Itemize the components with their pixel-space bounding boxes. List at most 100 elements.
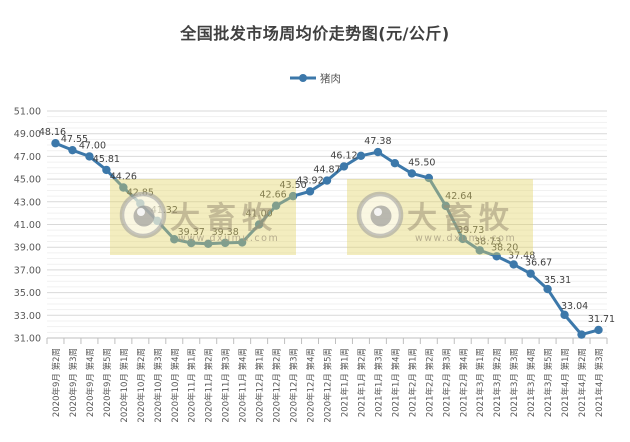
data-point-label: 47.38: [364, 136, 391, 147]
x-axis-label: 2020年9月 第5周: [102, 348, 113, 417]
x-axis-label: 2021年3月 第2周: [492, 348, 503, 417]
watermark-url-text: www.dxumu.com: [178, 233, 279, 244]
data-point[interactable]: [119, 183, 128, 192]
x-axis-label: 2021年2月 第4周: [458, 348, 469, 417]
y-axis-label: 45.00: [14, 175, 41, 186]
data-point-label: 35.31: [544, 275, 571, 286]
data-point-label: 41.00: [246, 209, 273, 220]
data-point[interactable]: [390, 159, 400, 168]
data-point-label: 44.87: [313, 165, 340, 176]
x-axis-label: 2020年12月 第5周: [323, 348, 334, 423]
data-point[interactable]: [187, 238, 196, 248]
watermark-logo-pupil-icon: [133, 205, 155, 227]
y-axis-label: 39.00: [14, 243, 41, 254]
data-point[interactable]: [475, 246, 484, 255]
x-axis-label: 2021年2月 第3周: [441, 348, 452, 417]
data-point[interactable]: [204, 239, 213, 248]
data-point[interactable]: [543, 284, 552, 294]
data-point[interactable]: [68, 145, 77, 155]
x-axis-label: 2020年12月 第3周: [289, 348, 300, 423]
watermark-logo-highlight-icon: [374, 208, 382, 216]
x-axis-label: 2020年12月 第1周: [255, 348, 266, 423]
data-point[interactable]: [305, 187, 315, 196]
y-axis-label: 35.00: [14, 288, 41, 299]
x-axis-label: 2021年1月 第1周: [339, 348, 350, 417]
data-point-label: 38.20: [491, 242, 518, 253]
y-axis-label: 43.00: [14, 197, 41, 208]
data-point[interactable]: [85, 152, 94, 161]
x-axis-label: 2021年1月 第3周: [373, 348, 384, 417]
x-axis-label: 2021年3月 第5周: [543, 348, 554, 417]
x-axis-label: 2020年12月 第2周: [272, 348, 283, 423]
data-point-label: 33.04: [561, 301, 588, 312]
data-point[interactable]: [339, 162, 349, 171]
x-axis-label: 2020年10月 第1周: [119, 348, 130, 423]
data-point-label: 43.50: [279, 180, 306, 191]
data-point-label: 42.64: [445, 191, 472, 202]
watermark-logo-pupil-icon: [370, 205, 392, 227]
legend[interactable]: 猪肉: [0, 71, 630, 85]
x-axis-label: 2021年2月 第1周: [407, 348, 418, 417]
y-axis-label: 49.00: [14, 129, 41, 140]
watermark-brand-text: 大畜牧: [407, 201, 515, 236]
data-point-label: 44.26: [110, 171, 137, 182]
data-point[interactable]: [594, 325, 603, 335]
data-point-label: 36.67: [525, 258, 552, 269]
x-axis-label: 2020年12月 第4周: [306, 348, 317, 423]
data-point-label: 39.73: [457, 225, 484, 236]
data-point-label: 43.92: [296, 175, 323, 186]
data-point[interactable]: [51, 139, 60, 148]
data-point-label: 45.81: [93, 154, 120, 165]
data-point[interactable]: [170, 235, 179, 244]
data-point-label: 42.66: [259, 190, 286, 201]
data-point[interactable]: [577, 330, 586, 339]
y-axis-label: 51.00: [14, 107, 41, 118]
x-axis-label: 2021年4月 第2周: [577, 348, 588, 417]
data-point[interactable]: [492, 252, 501, 261]
data-point-label: 47.00: [79, 140, 106, 151]
data-point[interactable]: [441, 201, 450, 211]
legend-line-marker-icon: [290, 74, 316, 82]
y-axis-label: 33.00: [14, 311, 41, 322]
data-point-label: 45.50: [408, 157, 435, 168]
data-point[interactable]: [560, 310, 569, 320]
data-point[interactable]: [373, 147, 383, 157]
y-axis-label: 47.00: [14, 152, 41, 163]
data-point-label: 48.16: [39, 127, 66, 138]
x-axis-label: 2020年11月 第2周: [204, 348, 215, 423]
data-point-label: 47.55: [61, 134, 88, 145]
data-point[interactable]: [407, 169, 417, 178]
data-point-label: 31.71: [588, 314, 615, 325]
x-axis-label: 2021年3月 第3周: [509, 348, 520, 417]
data-point-label: 37.48: [508, 250, 535, 261]
y-axis-label: 41.00: [14, 220, 41, 231]
data-point-label: 46.12: [330, 150, 357, 161]
data-point-label: 39.38: [212, 227, 239, 238]
watermark-logo-highlight-icon: [137, 208, 145, 216]
x-axis-label: 2021年1月 第2周: [356, 348, 367, 417]
x-axis-label: 2020年9月 第4周: [85, 348, 96, 417]
legend-label: 猪肉: [320, 72, 341, 85]
data-point[interactable]: [322, 176, 332, 185]
x-axis-label: 2020年10月 第4周: [170, 348, 181, 423]
data-point[interactable]: [220, 238, 230, 248]
data-point[interactable]: [271, 201, 281, 210]
watermark-url-text: www.dxumu.com: [415, 233, 516, 244]
chart-title: 全国批发市场周均价走势图(元/公斤): [180, 24, 450, 43]
data-point-label: 38.73: [474, 236, 501, 247]
x-axis-label: 2020年9月 第2周: [51, 348, 62, 417]
data-point[interactable]: [424, 173, 434, 183]
data-point[interactable]: [102, 165, 111, 175]
x-axis-label: 2020年9月 第3周: [68, 348, 79, 417]
x-axis-label: 2021年3月 第4周: [526, 348, 537, 417]
data-point[interactable]: [509, 260, 518, 269]
data-point[interactable]: [356, 151, 366, 161]
x-axis-label: 2020年11月 第3周: [221, 348, 232, 423]
data-point[interactable]: [526, 269, 535, 278]
data-point[interactable]: [237, 238, 247, 247]
data-point[interactable]: [458, 234, 467, 244]
data-point[interactable]: [254, 220, 264, 229]
data-point[interactable]: [288, 191, 298, 201]
x-axis-label: 2021年4月 第1周: [560, 348, 571, 417]
